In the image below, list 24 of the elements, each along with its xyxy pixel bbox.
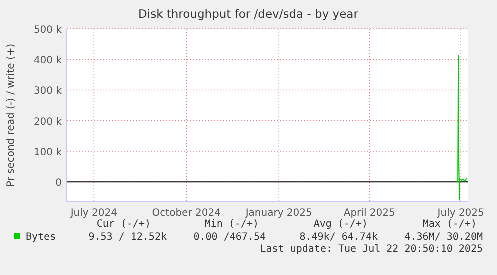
legend-label: Bytes	[26, 232, 56, 243]
text: Max (-/+)	[422, 219, 477, 230]
x-tick-label: April 2025	[344, 208, 396, 219]
y-tick-label: 500 k	[34, 25, 62, 36]
text: Min (-/+)	[204, 219, 259, 230]
text: 4.36M/ 30.20M	[404, 232, 483, 243]
x-tick-label: October 2024	[152, 208, 221, 219]
line-series	[458, 55, 468, 201]
x-tick-label: July 2025	[436, 208, 484, 219]
chart-title: Disk throughput for /dev/sda - by year	[138, 7, 359, 21]
y-tick-label: 0	[56, 178, 62, 190]
y-tick-label: 300 k	[34, 86, 62, 98]
text: Cur (-/+)	[96, 219, 151, 230]
x-tick-label: July 2024	[70, 208, 118, 219]
y-tick-label: 400 k	[34, 56, 62, 67]
y-axis-title: Pr second read (-) / write (+)	[6, 44, 17, 188]
y-tick-label: 100 k	[34, 147, 62, 158]
text: 0.00 /467.54	[194, 232, 266, 243]
y-tick-label: 200 k	[34, 116, 62, 128]
x-tick-label: January 2025	[244, 208, 312, 219]
text: Avg (-/+)	[314, 219, 368, 230]
text: 9.53 / 12.52k	[88, 232, 167, 243]
text: 8.49k/ 64.74k	[300, 232, 378, 243]
text: Last update: Tue Jul 22 20:50:10 2025	[260, 244, 483, 255]
